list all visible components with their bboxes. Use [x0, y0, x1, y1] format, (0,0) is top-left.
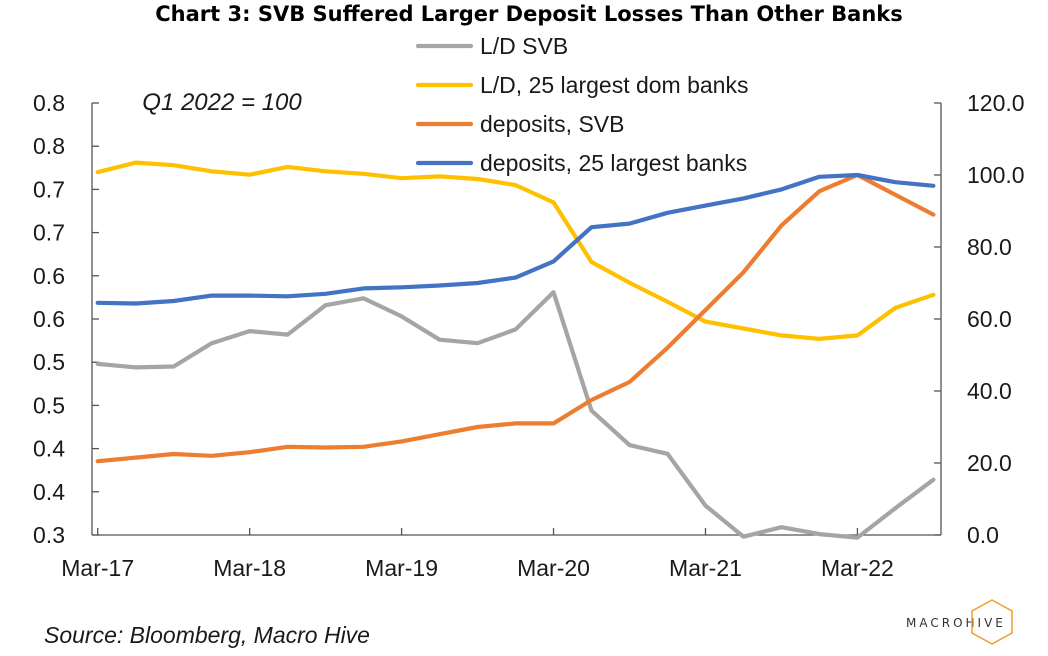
- left-tick-label: 0.7: [33, 220, 65, 246]
- hexagon-icon: [971, 599, 1013, 645]
- left-tick-label: 0.4: [33, 436, 65, 462]
- series-line-deposits-svb: [95, 172, 936, 464]
- left-tick-label: 0.5: [33, 349, 65, 375]
- series-line-l-d-25-largest-dom-banks: [95, 160, 936, 341]
- legend-label: deposits, 25 largest banks: [480, 150, 747, 176]
- series-line-l-d-svb: [95, 290, 936, 540]
- legend: L/D SVB L/D, 25 largest dom banks deposits…: [415, 33, 748, 176]
- x-tick-label: Mar-17: [61, 555, 134, 581]
- legend-label: L/D, 25 largest dom banks: [480, 72, 748, 98]
- left-tick-label: 0.8: [33, 133, 65, 159]
- chart-title: Chart 3: SVB Suffered Larger Deposit Los…: [155, 2, 902, 26]
- right-tick-label: 120.0: [967, 90, 1025, 116]
- left-tick-label: 0.3: [33, 522, 65, 548]
- x-tick-label: Mar-19: [365, 555, 438, 581]
- legend-label: deposits, SVB: [480, 111, 624, 137]
- logo-text: MACROHIVE: [906, 616, 1006, 630]
- right-tick-label: 60.0: [967, 306, 1012, 332]
- x-tick-label: Mar-22: [821, 555, 894, 581]
- right-tick-label: 0.0: [967, 522, 999, 548]
- left-tick-label: 0.8: [33, 90, 65, 116]
- series-line-deposits-25-largest-banks: [95, 172, 936, 306]
- left-tick-label: 0.7: [33, 176, 65, 202]
- right-tick-label: 100.0: [967, 162, 1025, 188]
- right-tick-label: 20.0: [967, 450, 1012, 476]
- left-tick-label: 0.6: [33, 263, 65, 289]
- axis-ticks: 0.3 0.4 0.4 0.5 0.5 0.6 0.6 0.7 0.7 0.8 0.8 0.0 20.0…: [33, 90, 1025, 581]
- chart-annotation: Q1 2022 = 100: [142, 89, 302, 116]
- series-lines: [95, 160, 936, 540]
- left-tick-label: 0.6: [33, 306, 65, 332]
- legend-label: L/D SVB: [480, 33, 568, 59]
- right-tick-label: 80.0: [967, 234, 1012, 260]
- right-tick-label: 40.0: [967, 378, 1012, 404]
- x-tick-label: Mar-21: [669, 555, 742, 581]
- left-tick-label: 0.5: [33, 392, 65, 418]
- left-tick-label: 0.4: [33, 479, 65, 505]
- plot-area: 0.3 0.4 0.4 0.5 0.5 0.6 0.6 0.7 0.7 0.8 0.8 0.0 20.0…: [33, 90, 1025, 581]
- source-note: Source: Bloomberg, Macro Hive: [44, 622, 370, 648]
- x-tick-label: Mar-18: [213, 555, 286, 581]
- macrohive-logo: MACROHIVE: [906, 599, 1013, 645]
- x-tick-label: Mar-20: [517, 555, 590, 581]
